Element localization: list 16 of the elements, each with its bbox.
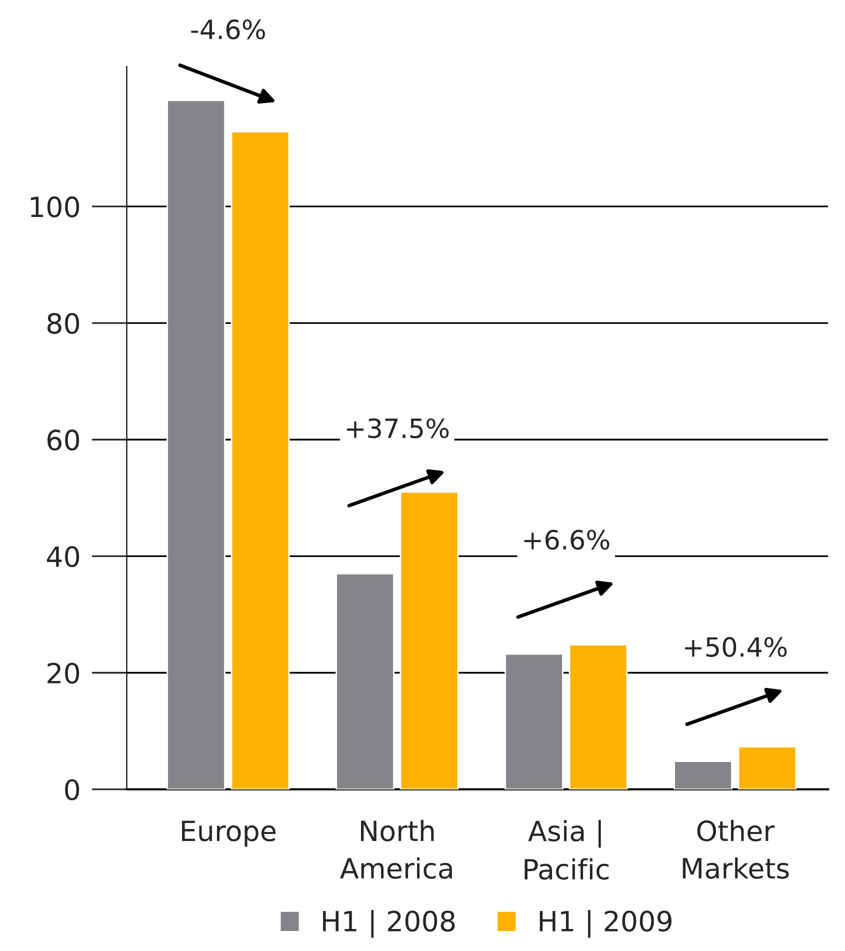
annotation: +50.4% <box>684 637 787 657</box>
y-tick-label: 100 <box>30 196 80 218</box>
x-tick-label: Other Markets <box>682 820 789 879</box>
y-tick-label: 40 <box>46 546 80 568</box>
y-tick-label: 0 <box>65 779 80 800</box>
y-tick-label: 20 <box>48 662 80 684</box>
x-tick-label: Europe <box>182 820 276 847</box>
y-tick-label: 60 <box>48 430 80 451</box>
legend-label: H1 | 2009 <box>540 910 672 938</box>
x-tick-label: North America <box>340 820 452 879</box>
y-tick-label: 80 <box>47 312 80 334</box>
text: -4.6% <box>191 19 265 40</box>
legend-label: H1 | 2008 <box>323 910 455 938</box>
annotation: +37.5% <box>346 418 449 438</box>
x-tick-label: Asia | Pacific <box>524 820 609 880</box>
annotation: +6.6% <box>524 530 610 550</box>
